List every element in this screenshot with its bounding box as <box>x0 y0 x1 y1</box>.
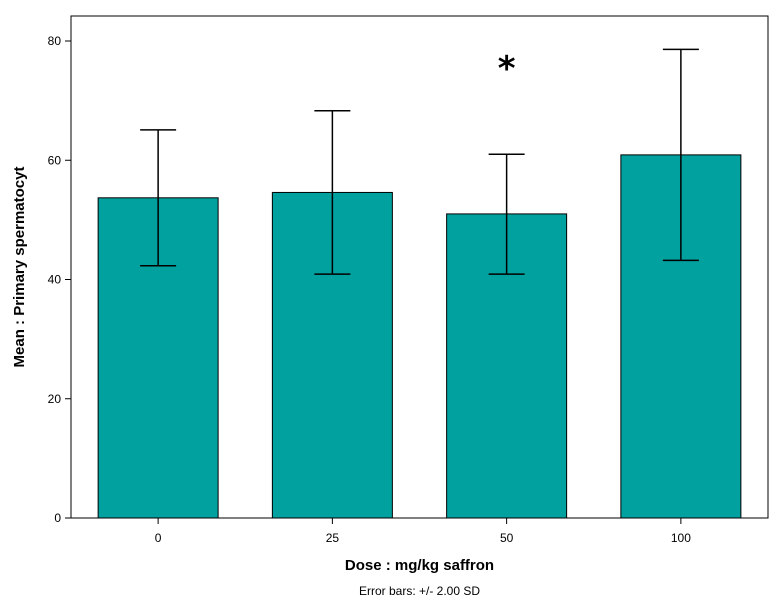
y-tick-label: 40 <box>48 273 62 287</box>
plot-frame <box>70 15 769 519</box>
x-tick-label: 50 <box>500 531 514 545</box>
error-bars-footnote: Error bars: +/- 2.00 SD <box>359 584 480 598</box>
y-tick-label: 60 <box>48 153 62 167</box>
y-tick-label: 0 <box>54 511 61 525</box>
x-tick-label: 100 <box>671 531 691 545</box>
plot-area: 0 20 40 60 80 0 25 50 100 * <box>48 15 769 545</box>
y-axis-title: Mean : Primary spermatocyt <box>11 167 28 368</box>
y-tick-label: 20 <box>48 392 62 406</box>
x-tick-label: 0 <box>155 531 162 545</box>
x-tick-label: 25 <box>326 531 340 545</box>
significance-asterisk: * <box>498 49 516 89</box>
x-axis-title: Dose : mg/kg saffron <box>345 557 494 574</box>
y-tick-label: 80 <box>48 34 62 48</box>
